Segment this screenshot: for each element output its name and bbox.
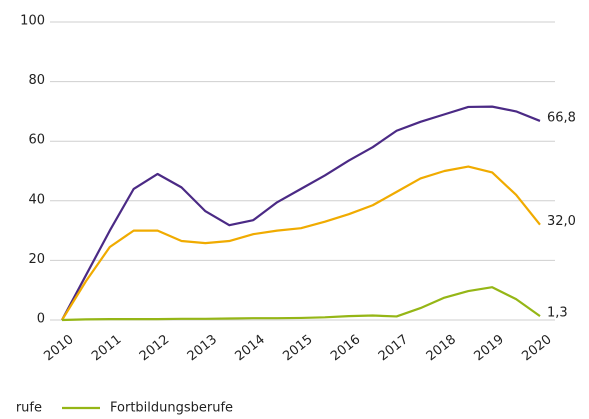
end-label: 32,0 xyxy=(547,214,576,229)
x-tick-label: 2013 xyxy=(185,332,220,364)
x-tick-label: 2015 xyxy=(280,332,315,364)
y-tick-label: 0 xyxy=(37,312,45,327)
x-tick-label: 2018 xyxy=(424,332,459,364)
line xyxy=(61,286,541,322)
legend-label: Fortbildungsberufe xyxy=(110,401,233,416)
x-tick-label: 2014 xyxy=(233,332,268,364)
x-tick-label: 2012 xyxy=(137,332,172,364)
x-tick-label: 2020 xyxy=(519,332,554,364)
x-tick-label: 2017 xyxy=(376,332,411,364)
legend-label: rufe xyxy=(16,401,42,416)
x-tick-label: 2010 xyxy=(41,332,76,364)
y-tick-label: 80 xyxy=(28,73,45,88)
end-label: 1,3 xyxy=(547,306,568,321)
line xyxy=(61,165,541,321)
line xyxy=(61,105,541,321)
y-tick-label: 20 xyxy=(28,252,45,267)
x-tick-label: 2019 xyxy=(472,332,507,364)
y-tick-label: 60 xyxy=(28,133,45,148)
y-tick-label: 40 xyxy=(28,192,45,207)
y-tick-label: 100 xyxy=(20,14,45,29)
end-label: 66,8 xyxy=(547,110,576,125)
x-tick-label: 2016 xyxy=(328,332,363,364)
x-tick-label: 2011 xyxy=(89,332,124,364)
